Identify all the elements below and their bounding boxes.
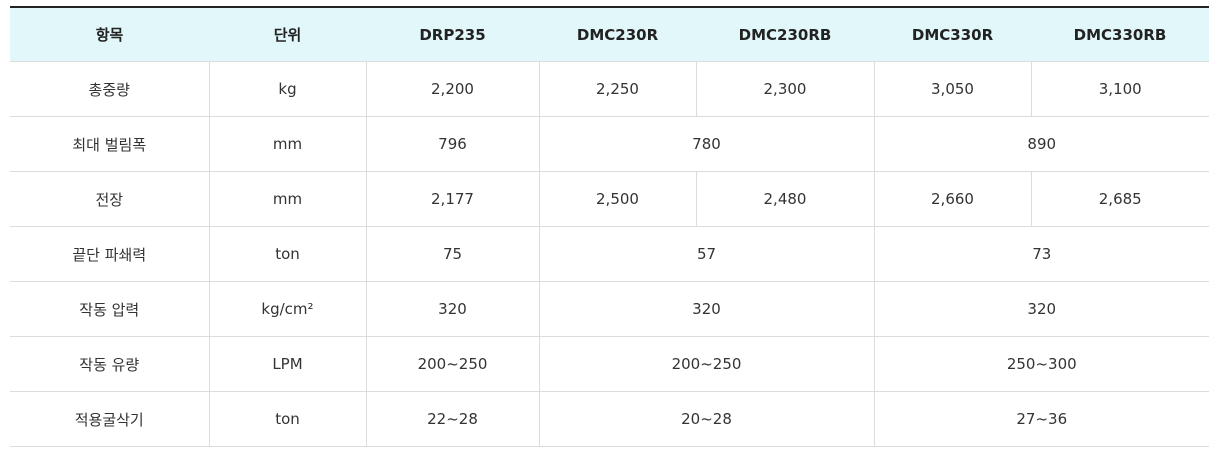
row-item: 적용굴삭기	[10, 391, 209, 447]
row-item: 끝단 파쇄력	[10, 226, 209, 282]
row-unit: mm	[208, 116, 366, 172]
row-item: 작동 유량	[10, 336, 209, 392]
header-model-dmc330r: DMC330R	[874, 7, 1031, 62]
header-item: 항목	[10, 7, 209, 62]
cell-value: 22~28	[365, 391, 539, 447]
cell-value: 320	[365, 281, 539, 337]
row-unit: kg	[208, 61, 366, 117]
row-item: 작동 압력	[10, 281, 209, 337]
row-unit: kg/cm²	[208, 281, 366, 337]
row-unit: LPM	[208, 336, 366, 392]
cell-value: 2,200	[365, 61, 539, 117]
table-row: 작동 압력 kg/cm² 320 320 320	[10, 281, 1209, 337]
cell-value: 57	[538, 226, 874, 282]
cell-value: 250~300	[873, 336, 1209, 392]
cell-value: 796	[365, 116, 539, 172]
cell-value: 2,500	[538, 171, 696, 227]
cell-value: 3,050	[873, 61, 1031, 117]
row-item: 총중량	[10, 61, 209, 117]
cell-value: 3,100	[1030, 61, 1209, 117]
cell-value: 2,250	[538, 61, 696, 117]
table-row: 적용굴삭기 ton 22~28 20~28 27~36	[10, 391, 1209, 447]
row-unit: mm	[208, 171, 366, 227]
cell-value: 2,660	[873, 171, 1031, 227]
cell-value: 2,300	[695, 61, 874, 117]
header-model-dmc330rb: DMC330RB	[1031, 7, 1209, 62]
row-unit: ton	[208, 391, 366, 447]
header-unit: 단위	[209, 7, 366, 62]
row-item: 전장	[10, 171, 209, 227]
cell-value: 2,480	[695, 171, 874, 227]
cell-value: 780	[538, 116, 874, 172]
cell-value: 200~250	[365, 336, 539, 392]
cell-value: 27~36	[873, 391, 1209, 447]
header-model-dmc230r: DMC230R	[539, 7, 696, 62]
table-row: 전장 mm 2,177 2,500 2,480 2,660 2,685	[10, 171, 1209, 227]
cell-value: 2,685	[1030, 171, 1209, 227]
table-row: 총중량 kg 2,200 2,250 2,300 3,050 3,100	[10, 61, 1209, 117]
cell-value: 320	[873, 281, 1209, 337]
cell-value: 2,177	[365, 171, 539, 227]
header-model-drp235: DRP235	[366, 7, 539, 62]
table-row: 최대 벌림폭 mm 796 780 890	[10, 116, 1209, 172]
spec-table: 항목 단위 DRP235 DMC230R DMC230RB DMC330R DM…	[10, 6, 1209, 447]
cell-value: 320	[538, 281, 874, 337]
cell-value: 73	[873, 226, 1209, 282]
header-row: 항목 단위 DRP235 DMC230R DMC230RB DMC330R DM…	[10, 7, 1209, 62]
row-unit: ton	[208, 226, 366, 282]
table-row: 작동 유량 LPM 200~250 200~250 250~300	[10, 336, 1209, 392]
cell-value: 890	[873, 116, 1209, 172]
cell-value: 75	[365, 226, 539, 282]
cell-value: 200~250	[538, 336, 874, 392]
spec-table-container: 항목 단위 DRP235 DMC230R DMC230RB DMC330R DM…	[10, 6, 1209, 447]
cell-value: 20~28	[538, 391, 874, 447]
header-model-dmc230rb: DMC230RB	[696, 7, 874, 62]
table-row: 끝단 파쇄력 ton 75 57 73	[10, 226, 1209, 282]
row-item: 최대 벌림폭	[10, 116, 209, 172]
